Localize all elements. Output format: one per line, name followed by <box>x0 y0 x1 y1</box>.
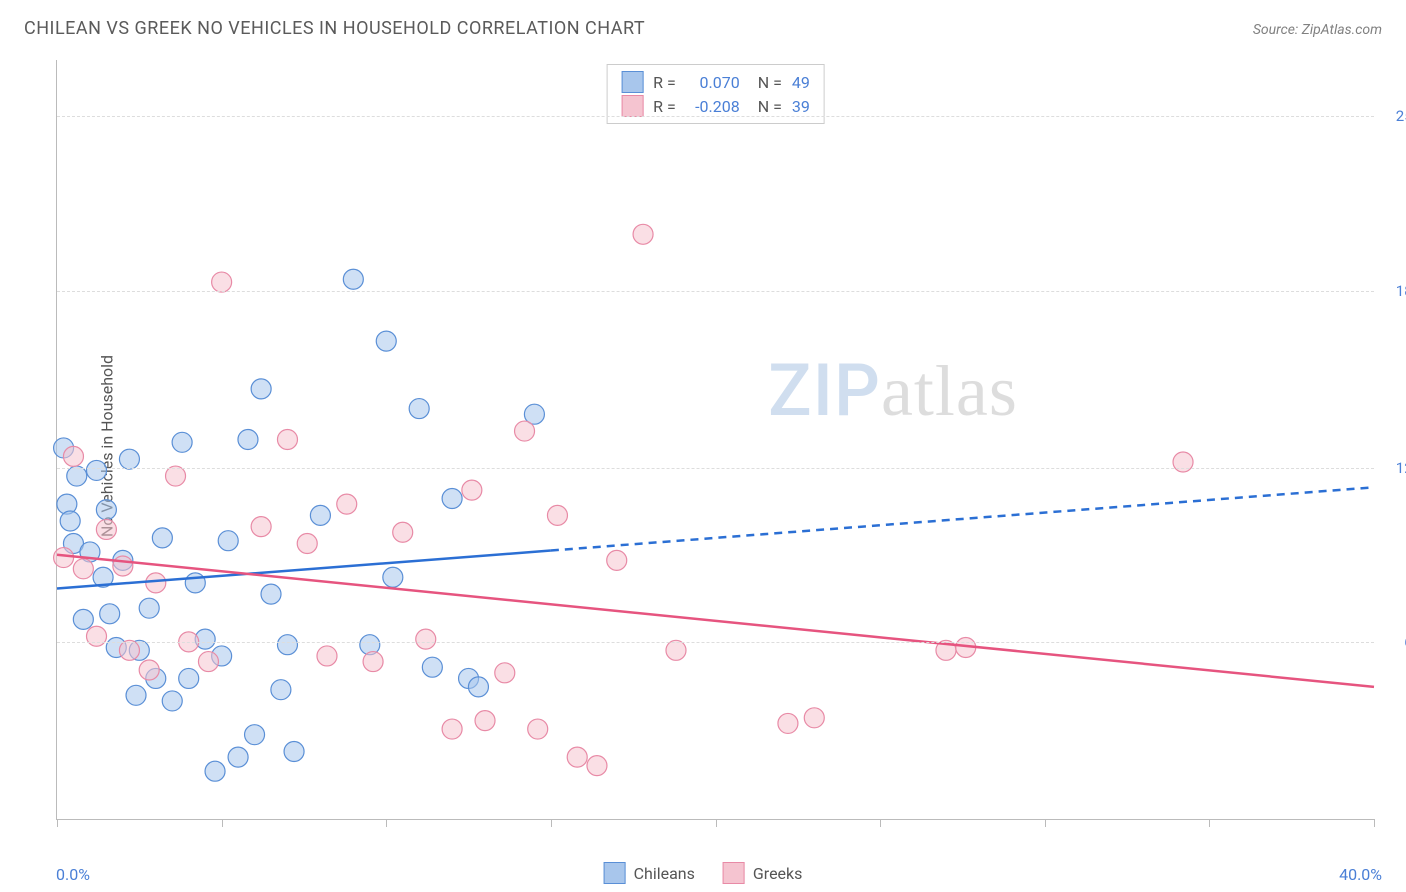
data-point <box>442 489 462 509</box>
data-point <box>804 708 824 728</box>
data-point <box>166 466 186 486</box>
data-point <box>363 652 383 672</box>
data-point <box>60 511 80 531</box>
data-point <box>416 629 436 649</box>
x-axis-max-label: 40.0% <box>1339 865 1382 884</box>
data-point <box>297 534 317 554</box>
data-point <box>393 522 413 542</box>
trend-line <box>551 487 1374 550</box>
data-point <box>462 480 482 500</box>
data-point <box>139 598 159 618</box>
data-point <box>96 519 116 539</box>
n-label: N = <box>758 73 782 92</box>
swatch-pink <box>621 95 643 117</box>
y-tick-label: 18.8% <box>1396 282 1406 300</box>
data-point <box>317 646 337 666</box>
data-point <box>337 494 357 514</box>
data-point <box>162 691 182 711</box>
data-point <box>96 500 116 520</box>
chart-title: CHILEAN VS GREEK NO VEHICLES IN HOUSEHOL… <box>24 18 645 39</box>
data-point <box>251 379 271 399</box>
r-label: R = <box>653 97 676 116</box>
chart-plot-area: ZIPatlas R = 0.070 N = 49 R = -0.208 N =… <box>56 60 1374 820</box>
data-point <box>515 421 535 441</box>
data-point <box>139 660 159 680</box>
data-point <box>271 680 291 700</box>
data-point <box>152 528 172 548</box>
legend-row-pink: R = -0.208 N = 39 <box>621 95 810 117</box>
data-point <box>87 460 107 480</box>
data-point <box>1173 452 1193 472</box>
scatter-svg <box>57 60 1374 819</box>
data-point <box>218 531 238 551</box>
data-point <box>212 272 232 292</box>
data-point <box>119 449 139 469</box>
data-point <box>146 573 166 593</box>
source-text: Source: ZipAtlas.com <box>1253 22 1382 38</box>
legend-row-blue: R = 0.070 N = 49 <box>621 71 810 93</box>
data-point <box>666 640 686 660</box>
data-point <box>198 652 218 672</box>
data-point <box>113 556 133 576</box>
data-point <box>495 663 515 683</box>
data-point <box>277 635 297 655</box>
data-point <box>284 742 304 762</box>
x-axis-min-label: 0.0% <box>56 865 90 884</box>
data-point <box>277 430 297 450</box>
data-point <box>251 517 271 537</box>
data-point <box>73 609 93 629</box>
correlation-legend: R = 0.070 N = 49 R = -0.208 N = 39 <box>606 64 825 124</box>
data-point <box>468 677 488 697</box>
data-point <box>67 466 87 486</box>
legend-label-pink: Greeks <box>753 864 803 883</box>
data-point <box>778 713 798 733</box>
series-legend: Chileans Greeks <box>604 862 803 884</box>
data-point <box>261 584 281 604</box>
legend-item-blue: Chileans <box>604 862 695 884</box>
data-point <box>475 711 495 731</box>
data-point <box>383 567 403 587</box>
data-point <box>245 725 265 745</box>
n-label: N = <box>758 97 782 116</box>
data-point <box>422 657 442 677</box>
data-point <box>126 685 146 705</box>
data-point <box>409 399 429 419</box>
legend-label-blue: Chileans <box>634 864 695 883</box>
data-point <box>54 548 74 568</box>
data-point <box>119 640 139 660</box>
data-point <box>587 756 607 776</box>
y-tick-label: 25.0% <box>1396 107 1406 125</box>
r-label: R = <box>653 73 676 92</box>
data-point <box>528 719 548 739</box>
n-value-blue: 49 <box>792 73 810 92</box>
swatch-blue <box>621 71 643 93</box>
data-point <box>633 224 653 244</box>
data-point <box>172 432 192 452</box>
data-point <box>87 626 107 646</box>
r-value-blue: 0.070 <box>686 73 740 92</box>
data-point <box>310 505 330 525</box>
data-point <box>238 430 258 450</box>
n-value-pink: 39 <box>792 97 810 116</box>
data-point <box>205 761 225 781</box>
data-point <box>100 604 120 624</box>
data-point <box>73 559 93 579</box>
data-point <box>607 550 627 570</box>
y-tick-label: 12.5% <box>1396 459 1406 477</box>
data-point <box>179 668 199 688</box>
trend-line <box>57 555 1374 687</box>
legend-item-pink: Greeks <box>723 862 803 884</box>
data-point <box>376 331 396 351</box>
data-point <box>63 446 83 466</box>
data-point <box>343 269 363 289</box>
data-point <box>567 747 587 767</box>
r-value-pink: -0.208 <box>686 97 740 116</box>
data-point <box>547 505 567 525</box>
swatch-blue <box>604 862 626 884</box>
swatch-pink <box>723 862 745 884</box>
data-point <box>442 719 462 739</box>
data-point <box>228 747 248 767</box>
data-point <box>185 573 205 593</box>
